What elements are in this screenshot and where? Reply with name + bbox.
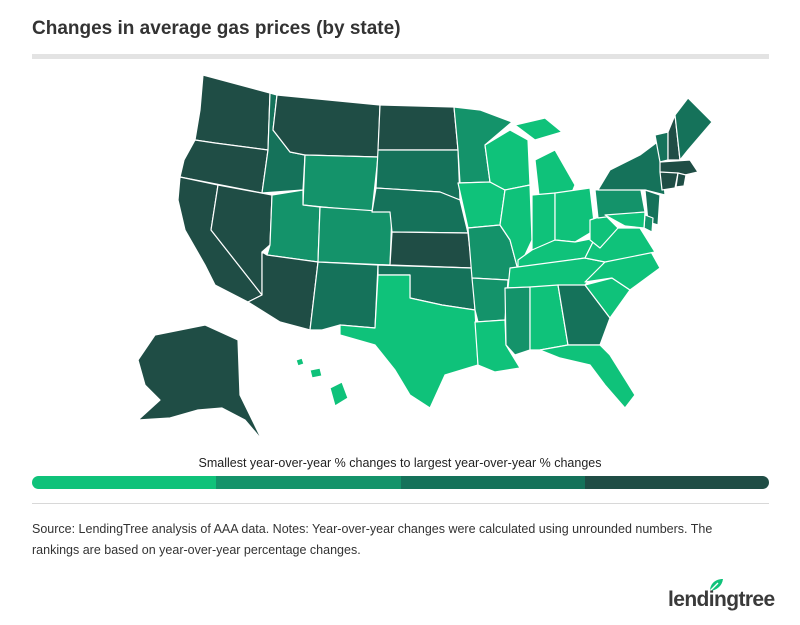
state-CT[interactable]: [659, 171, 679, 191]
legend-segment-3: [400, 476, 585, 489]
state-RI[interactable]: [675, 172, 687, 188]
state-MD[interactable]: [604, 211, 646, 229]
legend-bar: [32, 476, 769, 489]
state-TX[interactable]: [339, 274, 479, 409]
state-MT[interactable]: [272, 94, 381, 158]
state-AR[interactable]: [471, 277, 509, 323]
state-AZ[interactable]: [247, 251, 319, 331]
footer-divider: [32, 503, 769, 504]
state-ND[interactable]: [377, 104, 459, 151]
state-WY[interactable]: [302, 154, 379, 213]
state-GA[interactable]: [557, 284, 611, 346]
brand-logo: lendingtree: [668, 578, 778, 612]
state-MS[interactable]: [504, 286, 531, 356]
title-underline: [32, 54, 769, 59]
state-FL[interactable]: [539, 344, 636, 409]
state-NM[interactable]: [309, 261, 379, 331]
state-HI[interactable]: [295, 357, 349, 407]
state-KS[interactable]: [389, 231, 473, 269]
state-CO[interactable]: [317, 206, 393, 266]
legend-segment-4: [584, 476, 769, 489]
state-OH[interactable]: [554, 187, 596, 243]
legend-caption: Smallest year-over-year % changes to lar…: [198, 456, 602, 470]
us-states-map: [137, 74, 713, 441]
state-NY[interactable]: [597, 139, 666, 196]
legend-segment-2: [216, 476, 401, 489]
legend-segment-1: [32, 476, 217, 489]
chart-title: Changes in average gas prices (by state): [32, 18, 401, 39]
state-ME[interactable]: [674, 97, 713, 161]
source-note: Source: LendingTree analysis of AAA data…: [32, 522, 713, 557]
state-WA[interactable]: [194, 74, 271, 151]
state-DE[interactable]: [643, 214, 654, 233]
state-MA[interactable]: [659, 159, 699, 176]
leaf-icon: [709, 579, 723, 592]
brand-name: lendingtree: [668, 588, 775, 611]
state-AK[interactable]: [137, 324, 263, 441]
